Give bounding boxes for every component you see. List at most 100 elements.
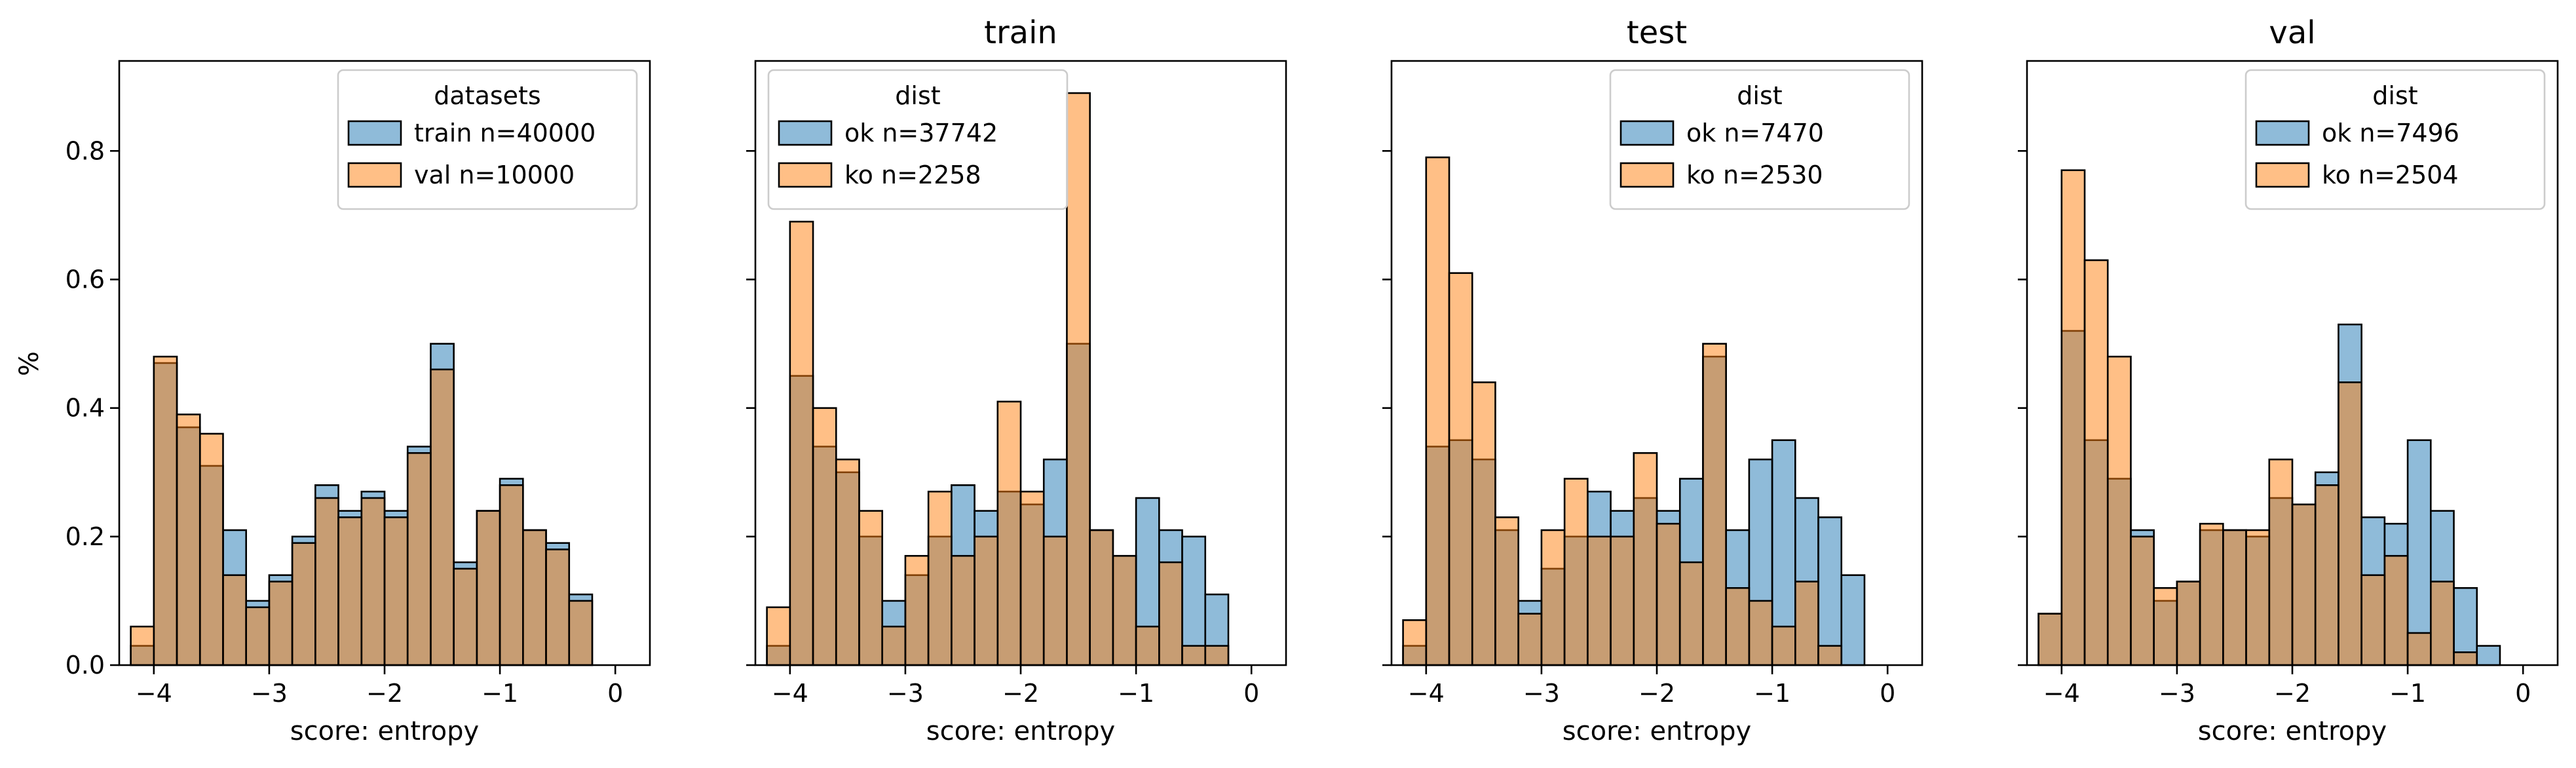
y-tick-label: 0.6 bbox=[66, 265, 105, 294]
legend-entry: ok n=7496 bbox=[2322, 119, 2459, 147]
histogram-bar bbox=[337, 516, 363, 666]
histogram-bar bbox=[2060, 169, 2086, 666]
histogram-bar bbox=[476, 510, 501, 666]
x-tick-label: −3 bbox=[251, 679, 288, 708]
histogram-bar bbox=[268, 581, 294, 666]
histogram-bar bbox=[974, 535, 999, 666]
histogram-bar bbox=[522, 529, 547, 666]
legend: dist ok n=7470 ko n=2530 bbox=[1609, 69, 1910, 210]
histogram-bar bbox=[789, 220, 814, 666]
legend-entry: ko n=2258 bbox=[844, 161, 981, 189]
legend-swatch bbox=[347, 162, 402, 188]
legend-swatch bbox=[347, 120, 402, 146]
panel-title: train bbox=[984, 14, 1057, 51]
series-orange bbox=[1402, 156, 1843, 666]
legend-swatch bbox=[2255, 162, 2310, 188]
histogram-bar bbox=[1042, 535, 1068, 666]
x-tick-label: −2 bbox=[1002, 679, 1039, 708]
panel-title: val bbox=[2269, 14, 2315, 51]
histogram-bar bbox=[2453, 651, 2478, 666]
histogram-bar bbox=[499, 484, 524, 666]
histogram-bar bbox=[1158, 561, 1183, 666]
histogram-bar bbox=[1135, 625, 1160, 666]
histogram-bar bbox=[1402, 619, 1428, 666]
x-tick-label: −2 bbox=[1638, 679, 1675, 708]
histogram-bar bbox=[1563, 478, 1589, 666]
histogram-bar bbox=[199, 432, 224, 666]
legend-box bbox=[1609, 69, 1910, 210]
histogram-bar bbox=[1471, 381, 1496, 666]
histogram-bar bbox=[1112, 554, 1137, 666]
histogram-bar bbox=[176, 413, 201, 666]
x-tick-label: −3 bbox=[887, 679, 924, 708]
histogram-bar bbox=[1587, 535, 1612, 666]
legend-swatch bbox=[2255, 120, 2310, 146]
histogram-bar bbox=[153, 355, 178, 666]
histogram-bar bbox=[1494, 516, 1519, 666]
x-axis-label: score: entropy bbox=[1563, 716, 1751, 746]
panel-title: test bbox=[1627, 14, 1687, 51]
subplot-test: −4 −3 −2 −1 0 score: entropy test dist ok n=7470… bbox=[1382, 14, 1923, 746]
histogram-bar bbox=[1517, 613, 1543, 666]
y-tick-label: 0.0 bbox=[66, 651, 105, 680]
subplot-val: −4 −3 −2 −1 0 score: entropy val dist ok n=7496 k… bbox=[2018, 14, 2559, 746]
y-tick-label: 0.2 bbox=[66, 522, 105, 551]
histogram-bar bbox=[2476, 645, 2501, 666]
histogram-bar bbox=[1794, 581, 1819, 666]
x-tick-label: −4 bbox=[2043, 679, 2080, 708]
histogram-bar bbox=[2199, 522, 2224, 666]
histogram-bar bbox=[2083, 259, 2109, 666]
histogram-bar bbox=[2037, 613, 2063, 666]
histogram-bar bbox=[406, 452, 432, 666]
histogram-bar bbox=[2406, 439, 2432, 666]
histogram-bar bbox=[1204, 645, 1230, 666]
histogram-bar bbox=[1089, 529, 1114, 666]
x-tick-label: 0 bbox=[607, 679, 623, 708]
y-tick-label: 0.4 bbox=[66, 394, 105, 423]
histogram-bar bbox=[1425, 156, 1450, 666]
histogram-bar bbox=[881, 625, 907, 666]
histogram-bar bbox=[2360, 574, 2386, 666]
legend-swatch bbox=[1619, 120, 1675, 146]
x-tick-label: 0 bbox=[2515, 679, 2531, 708]
histogram-bar bbox=[1817, 516, 1843, 666]
x-tick-label: −4 bbox=[136, 679, 172, 708]
histogram-bar bbox=[245, 606, 271, 666]
subplot-train: −4 −3 −2 −1 0 score: entropy train dist ok n=377… bbox=[746, 14, 1287, 746]
histogram-bar bbox=[2222, 529, 2247, 666]
y-tick-label: 0.8 bbox=[66, 136, 105, 165]
legend-swatch bbox=[778, 162, 833, 188]
x-tick-label: −3 bbox=[2159, 679, 2195, 708]
histogram-bar bbox=[2430, 581, 2455, 666]
legend-title: dist bbox=[895, 81, 940, 110]
histogram-bar bbox=[996, 400, 1022, 666]
histogram-bar bbox=[430, 368, 455, 666]
legend: dist ok n=37742 ko n=2258 bbox=[767, 69, 1069, 210]
histogram-bar bbox=[835, 458, 860, 666]
x-tick-label: 0 bbox=[1243, 679, 1259, 708]
legend: datasets train n=40000 val n=10000 bbox=[337, 69, 638, 210]
histogram-bar bbox=[1840, 574, 1866, 666]
legend-entry: ok n=37742 bbox=[844, 119, 998, 147]
histogram-bar bbox=[1610, 535, 1635, 666]
histogram-bar bbox=[2130, 535, 2155, 666]
legend-box bbox=[337, 69, 638, 210]
histogram-bar bbox=[1656, 522, 1681, 666]
series-orange bbox=[130, 355, 594, 666]
histogram-bar bbox=[2245, 529, 2271, 666]
legend-title: datasets bbox=[434, 81, 540, 110]
x-tick-label: 0 bbox=[1880, 679, 1895, 708]
histogram-bar bbox=[904, 554, 930, 666]
legend-swatch bbox=[778, 120, 833, 146]
y-axis-label: % bbox=[14, 351, 45, 376]
histogram-bar bbox=[2153, 586, 2178, 666]
histogram-bar bbox=[1181, 645, 1207, 666]
histogram-bar bbox=[1019, 490, 1045, 666]
x-axis-label: score: entropy bbox=[926, 716, 1115, 746]
histogram-bar bbox=[1540, 529, 1566, 666]
histogram-bar bbox=[1181, 535, 1207, 666]
histogram-bar bbox=[858, 510, 883, 666]
legend-swatch bbox=[1619, 162, 1675, 188]
x-tick-label: −4 bbox=[1408, 679, 1445, 708]
